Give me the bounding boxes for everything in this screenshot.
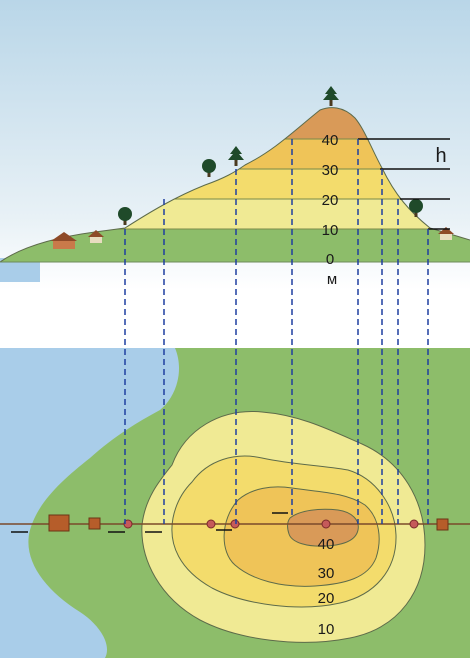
contour-map: 40 30 20 10 <box>0 348 470 658</box>
sea-profile <box>0 258 40 282</box>
hill-outline <box>0 107 470 263</box>
height-label-30: 30 <box>322 162 339 179</box>
projection-lines <box>124 139 429 524</box>
slope-ticks <box>11 512 288 533</box>
height-label-20: 20 <box>322 192 339 209</box>
tree-marker <box>230 519 240 529</box>
house-icon <box>438 227 454 240</box>
contour-40 <box>287 508 359 547</box>
tree-icon <box>118 207 132 225</box>
tree-icon <box>228 146 244 166</box>
contour-label-30: 30 <box>318 565 335 582</box>
profile-view: 40 30 20 10 0 м h <box>0 0 470 290</box>
tree-markers <box>123 519 419 529</box>
tree-marker <box>123 519 133 529</box>
house-marker <box>88 517 101 530</box>
house-marker <box>436 518 449 531</box>
contour-labels: 40 30 20 10 <box>318 536 335 638</box>
tree-icon <box>409 199 423 217</box>
sea-area <box>0 348 180 658</box>
tree-marker <box>409 519 419 529</box>
contour-label-40: 40 <box>318 536 335 553</box>
house-marker <box>48 514 70 532</box>
contour-label-20: 20 <box>318 590 335 607</box>
tree-icon <box>202 159 216 177</box>
height-label-40: 40 <box>322 132 339 149</box>
house-icon <box>51 232 77 249</box>
unit-label: м <box>327 271 337 288</box>
height-step-lines <box>358 138 450 230</box>
contour-label-10: 10 <box>318 621 335 638</box>
tree-marker <box>321 519 331 529</box>
height-label-0: 0 <box>326 251 334 268</box>
height-scale: 40 30 20 10 0 м <box>322 132 339 288</box>
house-icon <box>88 230 104 243</box>
height-label-10: 10 <box>322 222 339 239</box>
h-label: h <box>435 145 446 167</box>
tree-icon <box>323 86 339 106</box>
tree-marker <box>206 519 216 529</box>
